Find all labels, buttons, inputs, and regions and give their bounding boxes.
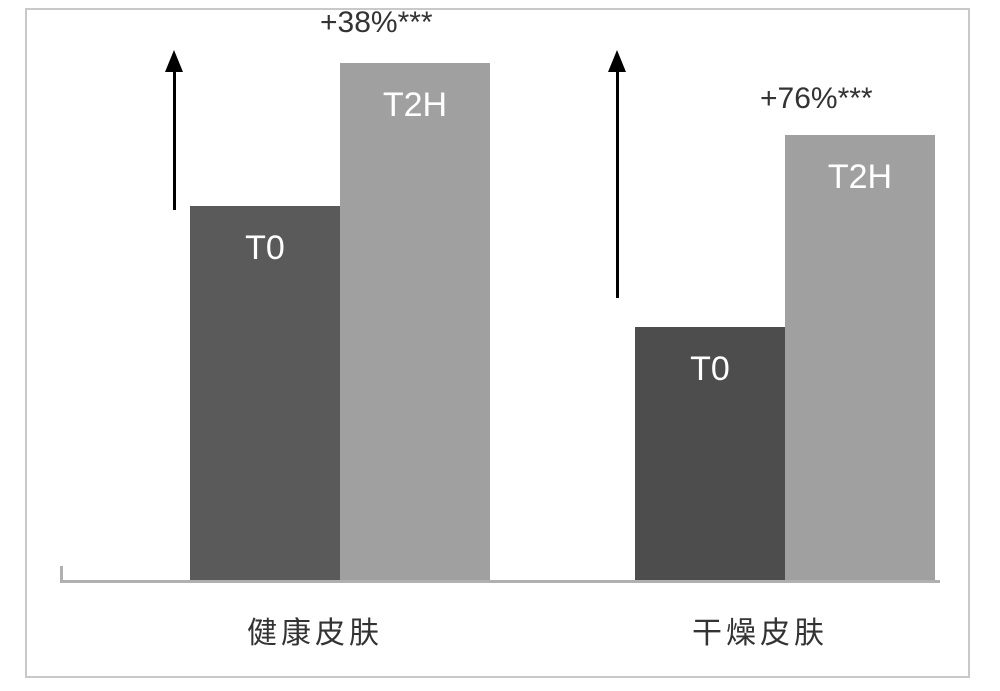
bar-label: T0	[635, 350, 785, 389]
percent-change-label: +38%***	[320, 6, 433, 40]
x-axis-line	[60, 580, 940, 583]
bar-label: T0	[190, 229, 340, 268]
bar-label: T2H	[340, 86, 490, 125]
bar-label: T2H	[785, 158, 935, 197]
up-arrow-icon	[165, 50, 183, 210]
y-axis-tick	[60, 566, 63, 580]
percent-change-label: +76%***	[760, 82, 873, 116]
up-arrow-icon	[608, 50, 626, 298]
plot-area: T0T2H+38%***健康皮肤T0T2H+76%***干燥皮肤	[60, 30, 940, 580]
bar	[785, 135, 935, 581]
category-label: 健康皮肤	[195, 608, 435, 652]
category-label: 干燥皮肤	[640, 608, 880, 652]
bar	[340, 63, 490, 580]
